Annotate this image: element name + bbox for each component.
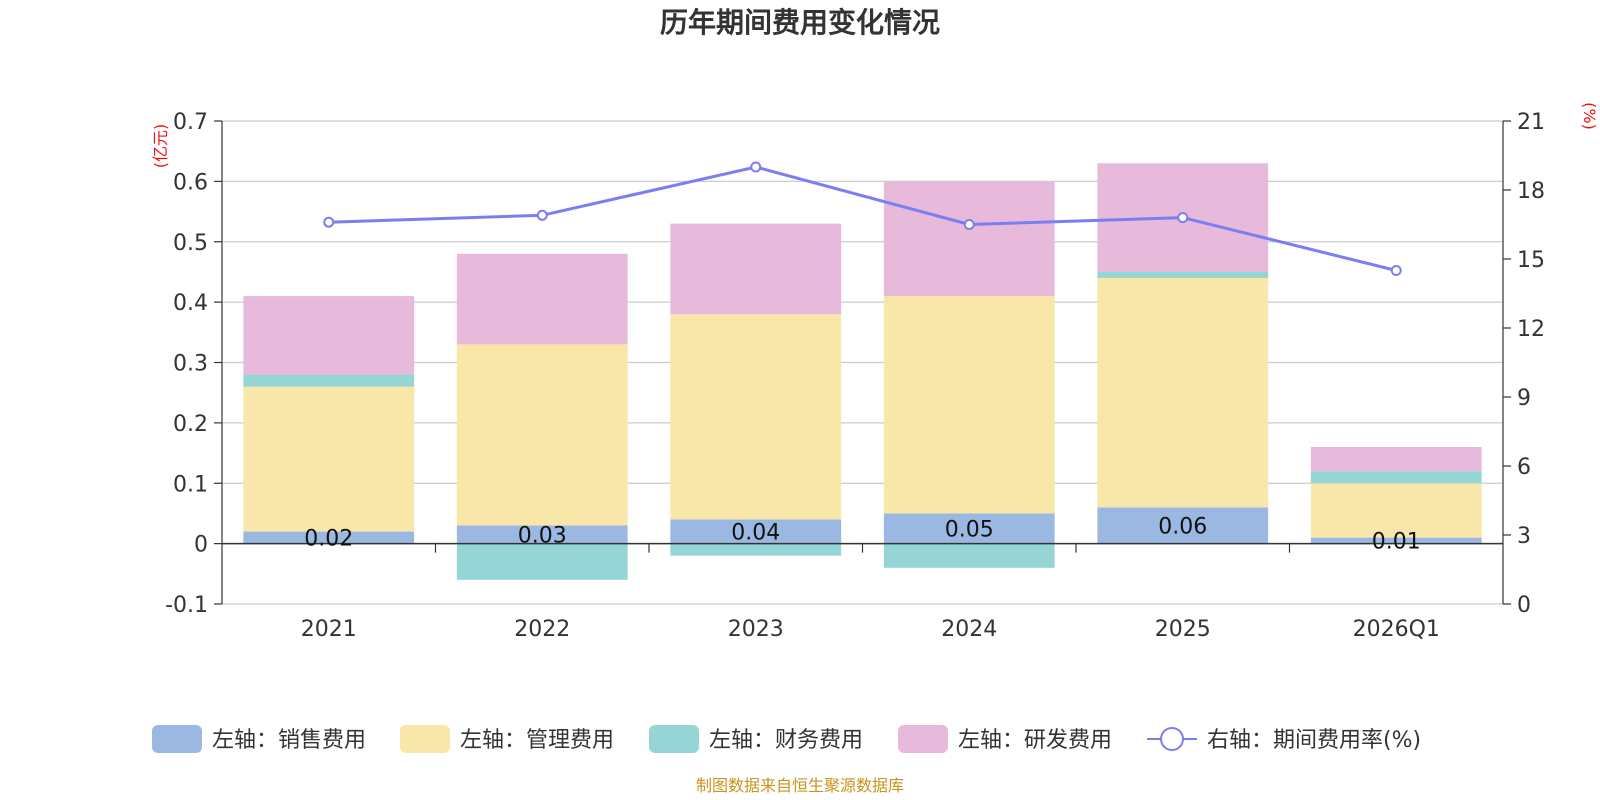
right-axis-unit: (%) xyxy=(1580,102,1599,130)
bar-2-2022 xyxy=(456,344,628,526)
data-label: 0.02 xyxy=(304,527,353,552)
left-tick-label: 0 xyxy=(194,533,208,558)
left-tick-label: 0.7 xyxy=(173,110,208,135)
legend-marker xyxy=(1160,727,1184,751)
legend-label: 左轴：研发费用 xyxy=(958,728,1112,753)
data-labels: 0.02 0.03 0.04 0.05 0.06 0.01 xyxy=(304,515,1420,555)
legend: 左轴：销售费用 左轴：管理费用 左轴：财务费用 左轴：研发费用 右轴：期间费用率(%) xyxy=(152,725,1421,753)
data-label: 0.04 xyxy=(731,521,780,546)
x-tick-label: 2025 xyxy=(1155,617,1211,642)
legend-label: 左轴：财务费用 xyxy=(709,728,863,753)
rate-point xyxy=(963,219,975,230)
line-series xyxy=(323,161,1402,276)
right-tick-label: 12 xyxy=(1517,317,1545,342)
data-label: 0.01 xyxy=(1372,530,1421,555)
bar-1-2021 xyxy=(243,531,415,544)
bar-4-2026Q1 xyxy=(1310,447,1482,472)
right-tick-label: 6 xyxy=(1517,455,1531,480)
bar-2-2023 xyxy=(670,314,842,520)
legend-swatch xyxy=(898,725,948,753)
x-tick-label: 2022 xyxy=(514,617,570,642)
data-label: 0.05 xyxy=(945,518,994,543)
legend-label: 右轴：期间费用率(%) xyxy=(1207,728,1421,753)
rate-point xyxy=(750,161,762,173)
bar-4-2022 xyxy=(456,253,628,345)
source-note: 制图数据来自恒生聚源数据库 xyxy=(696,776,904,795)
bar-2-2024 xyxy=(883,296,1055,514)
bar-4-2021 xyxy=(243,296,415,375)
right-tick-label: 9 xyxy=(1517,386,1531,411)
rate-point xyxy=(1177,212,1189,224)
left-tick-label: 0.6 xyxy=(173,170,208,195)
legend-label: 左轴：管理费用 xyxy=(460,728,614,753)
bar-1-2026Q1 xyxy=(1310,537,1482,544)
x-tick-label: 2023 xyxy=(728,617,784,642)
bar-4-2023 xyxy=(670,223,842,315)
bar-1-2022 xyxy=(456,525,628,544)
right-tick-label: 15 xyxy=(1517,248,1545,273)
legend-swatch xyxy=(649,725,699,753)
data-label: 0.06 xyxy=(1158,515,1207,540)
rate-line xyxy=(328,165,1397,272)
rate-point xyxy=(323,216,335,228)
rate-point xyxy=(1390,265,1402,276)
bar-1-2024 xyxy=(883,513,1055,544)
left-tick-label: 0.1 xyxy=(173,472,208,497)
bar-2-2026Q1 xyxy=(1310,483,1482,538)
bar-group xyxy=(243,163,1482,580)
axes: -0.1 0 0.1 0.2 0.3 0.4 0.5 0.6 0.7 0 3 6 9 12 15 18 21 20… xyxy=(165,110,1545,642)
bar-3-2021 xyxy=(243,374,415,387)
data-label: 0.03 xyxy=(518,524,567,549)
left-tick-label: 0.2 xyxy=(173,412,208,437)
right-tick-label: 21 xyxy=(1517,110,1545,135)
left-tick-label: 0.4 xyxy=(173,291,208,316)
legend-swatch xyxy=(152,725,202,753)
bar-3-2025 xyxy=(1097,271,1269,278)
bar-3-2022 xyxy=(456,543,628,580)
bar-1-2023 xyxy=(670,519,842,544)
chart-title: 历年期间费用变化情况 xyxy=(660,6,940,39)
left-tick-label: -0.1 xyxy=(165,593,208,618)
left-axis-unit: (亿元) xyxy=(151,124,170,169)
bar-3-2026Q1 xyxy=(1310,471,1482,484)
bar-2-2021 xyxy=(243,386,415,532)
bar-3-2023 xyxy=(670,543,842,556)
rate-point xyxy=(536,209,548,221)
right-tick-label: 3 xyxy=(1517,524,1531,549)
legend-label: 左轴：销售费用 xyxy=(212,728,366,753)
left-tick-label: 0.3 xyxy=(173,352,208,377)
right-tick-label: 18 xyxy=(1517,179,1545,204)
bar-1-2025 xyxy=(1097,507,1269,544)
x-tick-label: 2021 xyxy=(301,617,357,642)
legend-swatch xyxy=(400,725,450,753)
bar-4-2024 xyxy=(883,181,1055,297)
x-tick-label: 2024 xyxy=(941,617,997,642)
x-tick-label: 2026Q1 xyxy=(1353,617,1440,642)
right-tick-label: 0 xyxy=(1517,593,1531,618)
bar-3-2024 xyxy=(883,543,1055,568)
bar-2-2025 xyxy=(1097,277,1269,508)
left-tick-label: 0.5 xyxy=(173,231,208,256)
